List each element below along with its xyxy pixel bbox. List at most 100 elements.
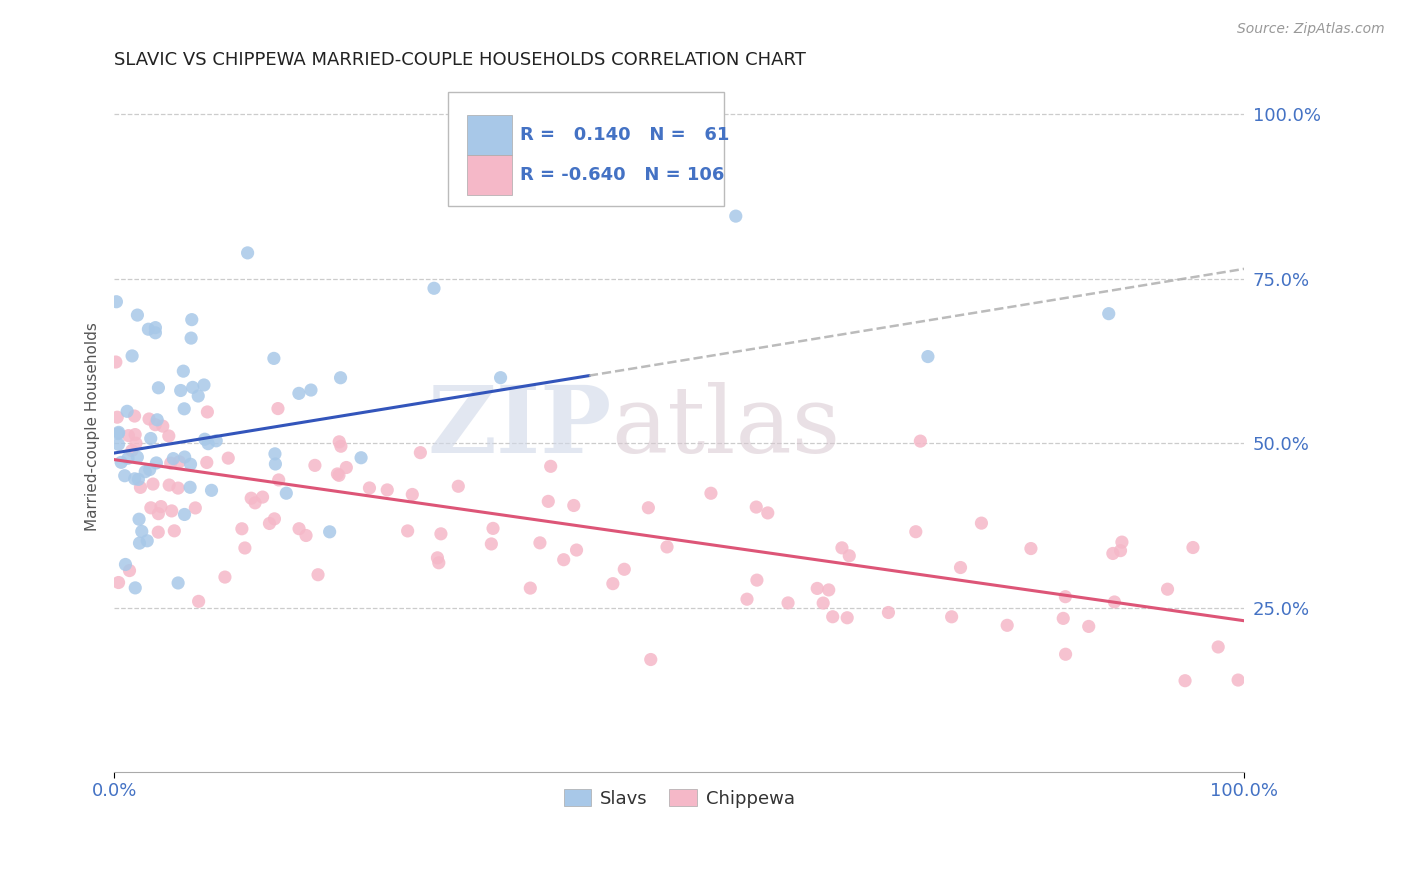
Point	[187, 389, 209, 403]
Point	[195, 405, 218, 419]
Point	[489, 370, 512, 384]
Point	[200, 483, 222, 498]
Point	[180, 312, 202, 326]
Point	[328, 468, 350, 483]
Point	[173, 508, 195, 522]
Y-axis label: Married-couple Households: Married-couple Households	[86, 322, 100, 531]
Point	[143, 417, 166, 432]
Point	[107, 425, 129, 440]
Point	[252, 490, 274, 504]
Point	[181, 380, 204, 394]
Point	[263, 512, 285, 526]
Point	[148, 525, 170, 540]
Point	[162, 451, 184, 466]
Legend: Slavs, Chippewa: Slavs, Chippewa	[557, 781, 801, 815]
Text: Source: ZipAtlas.com: Source: ZipAtlas.com	[1237, 22, 1385, 37]
Point	[837, 611, 859, 625]
Point	[602, 576, 624, 591]
Point	[117, 428, 139, 442]
Point	[127, 308, 149, 322]
Point	[917, 350, 939, 364]
Point	[125, 436, 148, 450]
Point	[375, 483, 398, 497]
Point	[329, 370, 352, 384]
Point	[205, 434, 228, 448]
Point	[148, 507, 170, 521]
Point	[537, 494, 560, 508]
Point	[107, 437, 129, 451]
Point	[877, 606, 900, 620]
Point	[136, 533, 159, 548]
Point	[295, 528, 318, 542]
Point	[756, 506, 779, 520]
Point	[167, 481, 190, 495]
Point	[700, 486, 723, 500]
Point	[148, 381, 170, 395]
Point	[1227, 673, 1250, 687]
Point	[121, 349, 143, 363]
FancyBboxPatch shape	[447, 92, 724, 206]
Point	[1104, 595, 1126, 609]
Point	[114, 558, 136, 572]
Point	[1111, 535, 1133, 549]
Point	[107, 575, 129, 590]
Point	[817, 582, 839, 597]
Point	[142, 477, 165, 491]
Point	[1109, 543, 1132, 558]
Point	[529, 536, 551, 550]
Point	[138, 462, 160, 476]
Point	[995, 618, 1018, 632]
Point	[288, 386, 311, 401]
Point	[121, 443, 143, 458]
Point	[1098, 307, 1121, 321]
Point	[146, 413, 169, 427]
Point	[655, 540, 678, 554]
Text: R =   0.140   N =   61: R = 0.140 N = 61	[520, 126, 730, 144]
Point	[350, 450, 373, 465]
Point	[335, 460, 357, 475]
Point	[267, 473, 290, 487]
Point	[236, 245, 259, 260]
Point	[105, 294, 128, 309]
Point	[307, 567, 329, 582]
Point	[949, 560, 972, 574]
Point	[104, 355, 127, 369]
Point	[217, 451, 239, 466]
Point	[128, 512, 150, 526]
Point	[396, 524, 419, 538]
Point	[264, 447, 287, 461]
Point	[110, 455, 132, 469]
Point	[127, 450, 149, 464]
Point	[233, 541, 256, 555]
Point	[263, 351, 285, 366]
Point	[180, 331, 202, 345]
Point	[167, 455, 190, 469]
Point	[326, 467, 349, 481]
Text: atlas: atlas	[612, 382, 841, 472]
Point	[318, 524, 340, 539]
Point	[157, 478, 180, 492]
Point	[776, 596, 799, 610]
Point	[157, 429, 180, 443]
Text: R = -0.640   N = 106: R = -0.640 N = 106	[520, 166, 724, 184]
Point	[540, 459, 562, 474]
Point	[328, 434, 350, 449]
Point	[131, 524, 153, 539]
Point	[267, 401, 290, 416]
Point	[1054, 590, 1077, 604]
Point	[430, 526, 453, 541]
Point	[329, 439, 352, 453]
Point	[299, 383, 322, 397]
Point	[139, 500, 162, 515]
Point	[831, 541, 853, 555]
Point	[1206, 640, 1229, 654]
Point	[194, 432, 217, 446]
Point	[806, 582, 828, 596]
Point	[128, 536, 150, 550]
Point	[941, 609, 963, 624]
Point	[1174, 673, 1197, 688]
Point	[197, 436, 219, 450]
Point	[170, 384, 193, 398]
Text: ZIP: ZIP	[427, 382, 612, 472]
Point	[427, 556, 450, 570]
